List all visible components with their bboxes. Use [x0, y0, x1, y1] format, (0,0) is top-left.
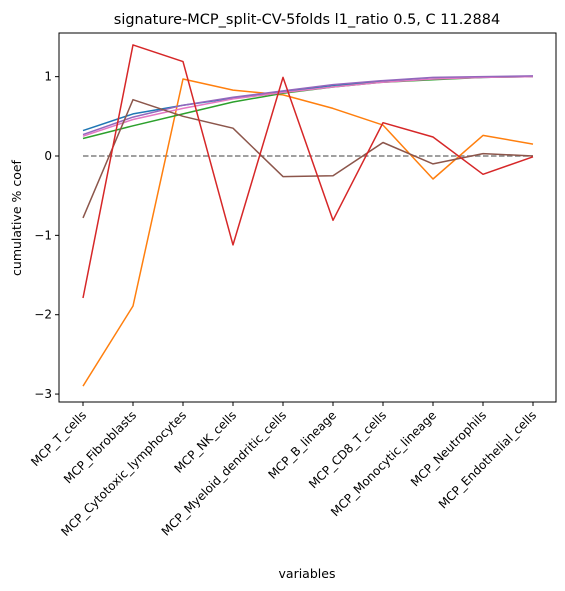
series-line-3: [82, 75, 534, 140]
plot-frame: [58, 32, 557, 403]
chart-title: signature-MCP_split-CV-5folds l1_ratio 0…: [114, 12, 500, 28]
y-tick-label: 0: [44, 149, 52, 163]
series-line-2: [82, 78, 534, 387]
y-tick-label: −1: [34, 228, 52, 242]
x-axis-label: variables: [279, 566, 336, 581]
y-axis-label: cumulative % coef: [9, 159, 24, 276]
series-line-1: [82, 75, 534, 132]
x-tick-label: MCP_Endothelial_cells: [436, 408, 539, 511]
y-tick-label: −2: [34, 308, 52, 322]
series-line-7: [82, 44, 534, 299]
y-tick-label: 1: [44, 70, 52, 84]
series-line-6: [82, 98, 534, 219]
series-line-5: [82, 75, 534, 136]
y-tick-label: −3: [34, 387, 52, 401]
series-line-4: [82, 75, 534, 137]
